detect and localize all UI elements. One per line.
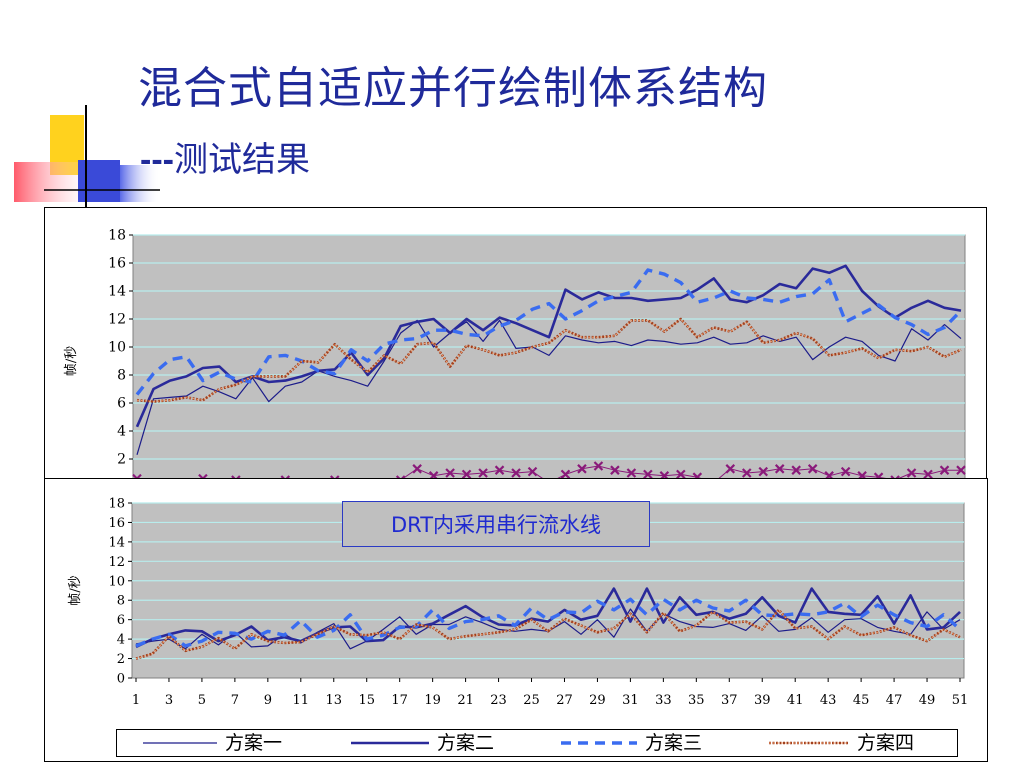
y-tick-label: 14 [108, 284, 126, 300]
series-point [461, 469, 472, 480]
slide-subtitle: ---测试结果 [140, 132, 310, 181]
x-tick-label: 29 [589, 693, 606, 708]
y-tick-label: 2 [117, 652, 125, 667]
series-line-3 [135, 268, 963, 396]
y-tick-label: 0 [117, 672, 125, 687]
x-tick-label: 49 [919, 693, 936, 708]
y-tick-label: 8 [117, 368, 126, 384]
x-tick-label: 13 [325, 693, 342, 708]
series-point [560, 469, 571, 480]
series-point [906, 468, 917, 478]
legend-label-1: 方案一 [225, 732, 282, 754]
series-line-2 [135, 264, 962, 428]
chart-annotation: DRT内采用串行流水线 [342, 501, 650, 547]
series-point [577, 464, 587, 474]
y-tick-label: 18 [108, 228, 126, 244]
x-tick-label: 41 [787, 693, 804, 708]
series-point [840, 466, 851, 477]
y-tick-label: 4 [117, 424, 126, 440]
y-tick-label: 10 [108, 574, 125, 589]
y-tick-label: 16 [108, 516, 125, 531]
subtitle-text: 测试结果 [173, 140, 310, 180]
x-tick-label: 33 [655, 693, 672, 708]
series-point [412, 464, 422, 474]
series-point [511, 468, 521, 478]
series-point [494, 465, 505, 475]
x-tick-label: 25 [523, 693, 540, 708]
y-tick-label: 12 [108, 555, 125, 570]
x-tick-label: 17 [391, 693, 408, 708]
x-tick-label: 23 [490, 693, 507, 708]
series-point [643, 469, 653, 480]
legend-label-3: 方案三 [645, 732, 702, 754]
chart-top: 2 4 6 8 10 12 14 16 18 帧/秒 [64, 228, 966, 489]
x-tick-label: 15 [358, 693, 375, 708]
y-tick-label: 4 [117, 633, 125, 648]
x-tick-label: 37 [721, 693, 738, 708]
series-point [956, 465, 966, 475]
x-tick-label: 39 [754, 693, 771, 708]
y-tick-label: 12 [108, 312, 126, 328]
legend-label-4: 方案四 [857, 732, 914, 754]
y-tick-label: 6 [117, 613, 125, 628]
series-point [610, 465, 620, 475]
plot-area [132, 234, 966, 488]
y-tick-label: 16 [108, 256, 126, 272]
y-tick-label: 6 [117, 396, 126, 412]
series-point [445, 468, 455, 478]
legend-label-2: 方案二 [437, 732, 494, 754]
chart-legend: 方案一 方案二 方案三 方案四 [116, 729, 958, 757]
series-point [774, 464, 785, 474]
y-axis-label: 帧/秒 [68, 575, 83, 605]
y-tick-label: 8 [117, 594, 125, 609]
series-point [939, 465, 950, 475]
series-point [626, 468, 637, 478]
series-point [791, 465, 801, 475]
series-point [676, 469, 686, 480]
x-tick-label: 1 [132, 693, 140, 708]
x-tick-label: 27 [556, 693, 573, 708]
slide-title: 混合式自适应并行绘制体系结构 [138, 63, 768, 114]
y-tick-label: 18 [108, 497, 125, 512]
series-point [741, 468, 752, 478]
series-point [527, 466, 538, 477]
x-tick-label: 43 [820, 693, 837, 708]
x-tick-label: 5 [198, 693, 206, 708]
x-tick-label: 45 [853, 693, 870, 708]
x-tick-label: 47 [886, 693, 903, 708]
x-tick-label: 11 [293, 693, 310, 708]
x-tick-label: 19 [424, 693, 441, 708]
y-tick-label: 14 [108, 535, 125, 550]
series-point [593, 461, 604, 471]
x-tick-label: 35 [688, 693, 705, 708]
series-line-2 [135, 587, 961, 649]
x-tick-label: 31 [622, 693, 639, 708]
series-line-3 [135, 597, 962, 648]
subtitle-dash: --- [140, 141, 174, 179]
y-tick-label: 10 [108, 340, 126, 356]
series-point [807, 464, 818, 474]
series-point [478, 468, 488, 478]
x-tick-label: 3 [165, 693, 173, 708]
series-point [758, 466, 769, 477]
series-line-4 [135, 608, 961, 660]
x-tick-label: 9 [264, 693, 272, 708]
x-tick-label: 51 [952, 693, 969, 708]
y-axis-label: 帧/秒 [64, 346, 79, 376]
x-tick-label: 21 [457, 693, 474, 708]
corner-decoration [14, 105, 160, 210]
y-tick-label: 2 [117, 452, 126, 468]
series-point [923, 469, 933, 480]
series-point [725, 464, 736, 474]
x-tick-label: 7 [231, 693, 239, 708]
